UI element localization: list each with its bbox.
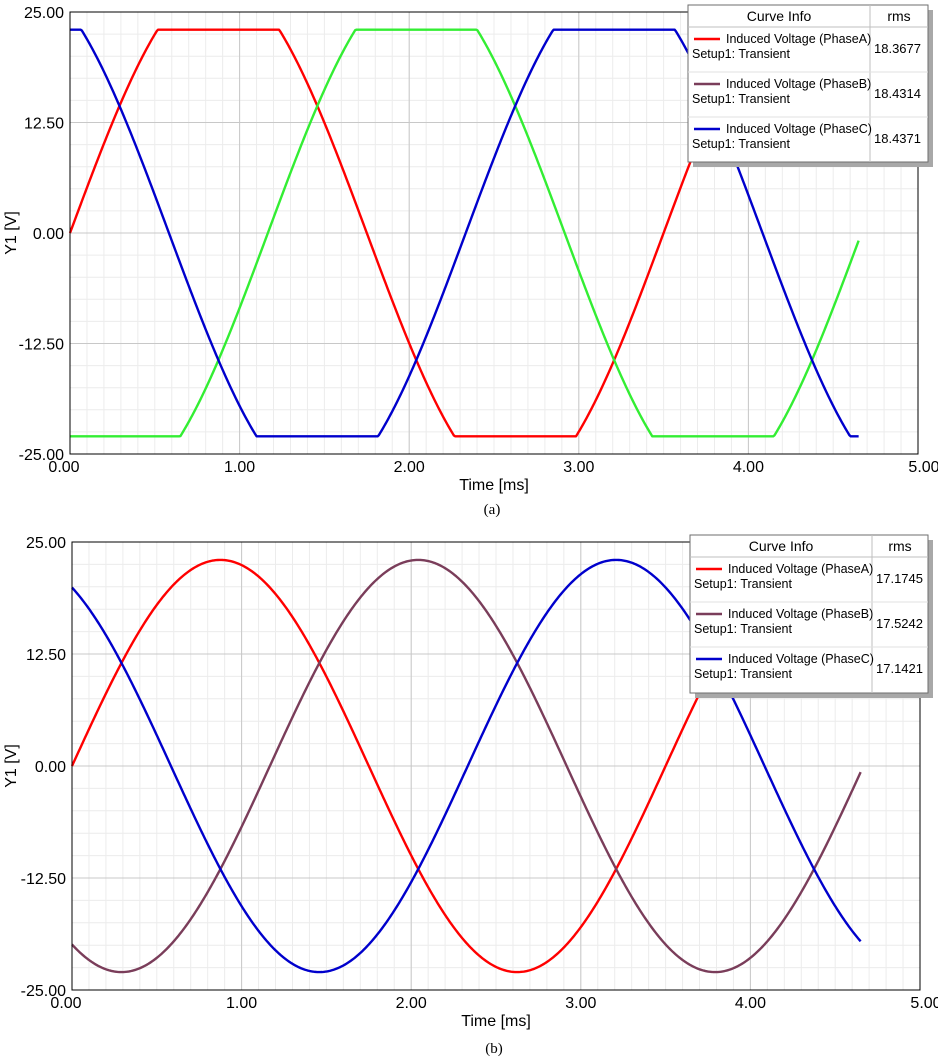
series-line-phase-b <box>70 28 860 438</box>
y-tick-label: -12.50 <box>21 871 66 888</box>
legend-entry-subtitle: Setup1: Transient <box>692 92 791 106</box>
y-tick-label: 12.50 <box>24 116 64 133</box>
y-tick-label: -12.50 <box>19 337 64 354</box>
legend-entry-rms: 17.5242 <box>876 616 923 631</box>
x-tick-label: 2.00 <box>394 459 425 476</box>
legend-entry-subtitle: Setup1: Transient <box>694 667 793 681</box>
y-tick-label: 25.00 <box>26 535 66 552</box>
legend-entry-name: Induced Voltage (PhaseB) <box>728 607 873 621</box>
panel-caption: (a) <box>484 502 501 518</box>
panel-caption: (b) <box>485 1041 503 1057</box>
x-tick-label: 4.00 <box>735 995 766 1012</box>
legend-box <box>687 4 929 163</box>
y-axis-label: Y1 [V] <box>3 211 20 255</box>
legend-entry-rms: 17.1421 <box>876 661 923 676</box>
y-tick-label: 12.50 <box>26 647 66 664</box>
legend-entry-rms: 18.4314 <box>874 86 921 101</box>
y-tick-label: 0.00 <box>35 759 66 776</box>
x-tick-label: 2.00 <box>396 995 427 1012</box>
x-axis-label: Time [ms] <box>461 1013 531 1030</box>
legend-entry-name: Induced Voltage (PhaseA) <box>728 562 873 576</box>
legend-entry-subtitle: Setup1: Transient <box>692 137 791 151</box>
x-tick-label: 3.00 <box>563 459 594 476</box>
x-tick-label: 3.00 <box>565 995 596 1012</box>
legend-entry-rms: 17.1745 <box>876 571 923 586</box>
legend-value-header: rms <box>888 538 911 554</box>
x-tick-label: 1.00 <box>226 995 257 1012</box>
legend-entry-subtitle: Setup1: Transient <box>694 622 793 636</box>
x-tick-label: 0.00 <box>48 459 79 476</box>
legend-entry-name: Induced Voltage (PhaseC) <box>726 122 872 136</box>
legend-entry-name: Induced Voltage (PhaseA) <box>726 32 871 46</box>
y-tick-label: -25.00 <box>21 983 66 1000</box>
legend-header: Curve Info <box>749 538 814 554</box>
legend-box <box>689 534 929 694</box>
x-tick-label: 4.00 <box>733 459 764 476</box>
legend-value-header: rms <box>887 8 910 24</box>
x-tick-label: 1.00 <box>224 459 255 476</box>
x-tick-label: 0.00 <box>50 995 81 1012</box>
legend-entry-rms: 18.4371 <box>874 131 921 146</box>
y-tick-label: 0.00 <box>33 226 64 243</box>
plot-border <box>71 541 921 991</box>
legend-entry-name: Induced Voltage (PhaseB) <box>726 77 871 91</box>
y-tick-label: -25.00 <box>19 447 64 464</box>
legend-entry-rms: 18.3677 <box>874 41 921 56</box>
series-line-phase-b <box>71 558 862 974</box>
x-tick-label: 5.00 <box>910 995 938 1012</box>
legend-entry-subtitle: Setup1: Transient <box>694 577 793 591</box>
x-tick-label: 5.00 <box>908 459 938 476</box>
y-tick-label: 25.00 <box>24 5 64 22</box>
plot-border <box>69 11 919 455</box>
y-axis-label: Y1 [V] <box>3 744 20 788</box>
legend-entry-name: Induced Voltage (PhaseC) <box>728 652 874 666</box>
legend-header: Curve Info <box>747 8 812 24</box>
x-axis-label: Time [ms] <box>459 477 529 494</box>
legend-entry-subtitle: Setup1: Transient <box>692 47 791 61</box>
